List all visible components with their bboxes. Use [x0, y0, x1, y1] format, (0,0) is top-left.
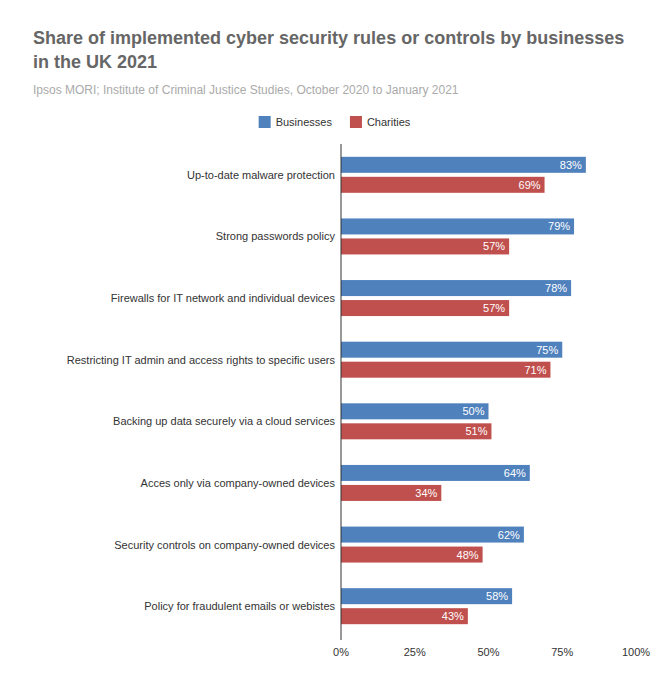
bar: [341, 403, 489, 419]
title: Share of implemented cyber security rule…: [33, 28, 624, 72]
tick-label: 0%: [333, 646, 349, 658]
legend-swatch: [350, 116, 362, 128]
tick-label: 100%: [622, 646, 650, 658]
title-line: in the UK 2021: [33, 52, 157, 72]
data-label: 57%: [483, 240, 505, 252]
legend: Businesses Charities: [259, 116, 411, 128]
chart: Share of implemented cyber security rule…: [0, 0, 653, 694]
data-label: 43%: [442, 610, 464, 622]
axis-line: [341, 144, 342, 640]
bar: [341, 547, 483, 563]
bars: [341, 157, 586, 624]
bar: [341, 342, 562, 358]
data-label: 62%: [498, 529, 520, 541]
bar: [341, 157, 586, 173]
category-label: Policy for fraudulent emails or webistes: [144, 600, 335, 612]
data-label: 83%: [560, 159, 582, 171]
category-label: Strong passwords policy: [216, 230, 336, 242]
data-label: 75%: [536, 344, 558, 356]
tick-label: 25%: [404, 646, 426, 658]
category-label: Backing up data securely via a cloud ser…: [113, 415, 335, 427]
bar: [341, 177, 545, 193]
tick-label: 50%: [477, 646, 499, 658]
data-label: 34%: [415, 487, 437, 499]
bar: [341, 423, 491, 439]
data-label: 69%: [519, 179, 541, 191]
subtitle: Ipsos MORI; Institute of Criminal Justic…: [33, 83, 459, 97]
tick-label: 75%: [551, 646, 573, 658]
bar: [341, 527, 524, 543]
legend-swatch: [259, 116, 271, 128]
y-axis: Up-to-date malware protection Strong pass…: [67, 169, 336, 612]
data-label: 50%: [462, 405, 484, 417]
category-label: Firewalls for IT network and individual …: [111, 292, 336, 304]
data-label: 58%: [486, 590, 508, 602]
category-label: Restricting IT admin and access rights t…: [67, 354, 336, 366]
bar: [341, 608, 468, 624]
bar: [341, 485, 441, 501]
bar: [341, 218, 574, 234]
category-label: Acces only via company-owned devices: [141, 477, 336, 489]
category-label: Security controls on company-owned devic…: [114, 539, 335, 551]
data-label: 57%: [483, 302, 505, 314]
data-label: 78%: [545, 282, 567, 294]
data-label: 79%: [548, 220, 570, 232]
bar: [341, 362, 550, 378]
bar: [341, 465, 530, 481]
bar: [341, 238, 509, 254]
legend-label: Businesses: [276, 116, 333, 128]
data-label: 71%: [524, 364, 546, 376]
data-labels: 83% 79% 78% 75% 50% 64% 62% 58% 69% 57% 57% 71% 51% 3…: [415, 159, 582, 622]
legend-label: Charities: [367, 116, 411, 128]
bar: [341, 280, 571, 296]
x-axis: 0% 25% 50% 75% 100%: [333, 646, 650, 658]
background: [0, 0, 653, 694]
bar: [341, 300, 509, 316]
data-label: 48%: [457, 549, 479, 561]
data-label: 64%: [504, 467, 526, 479]
title-line: Share of implemented cyber security rule…: [33, 28, 624, 48]
data-label: 51%: [465, 425, 487, 437]
category-label: Up-to-date malware protection: [187, 169, 335, 181]
bar: [341, 588, 512, 604]
